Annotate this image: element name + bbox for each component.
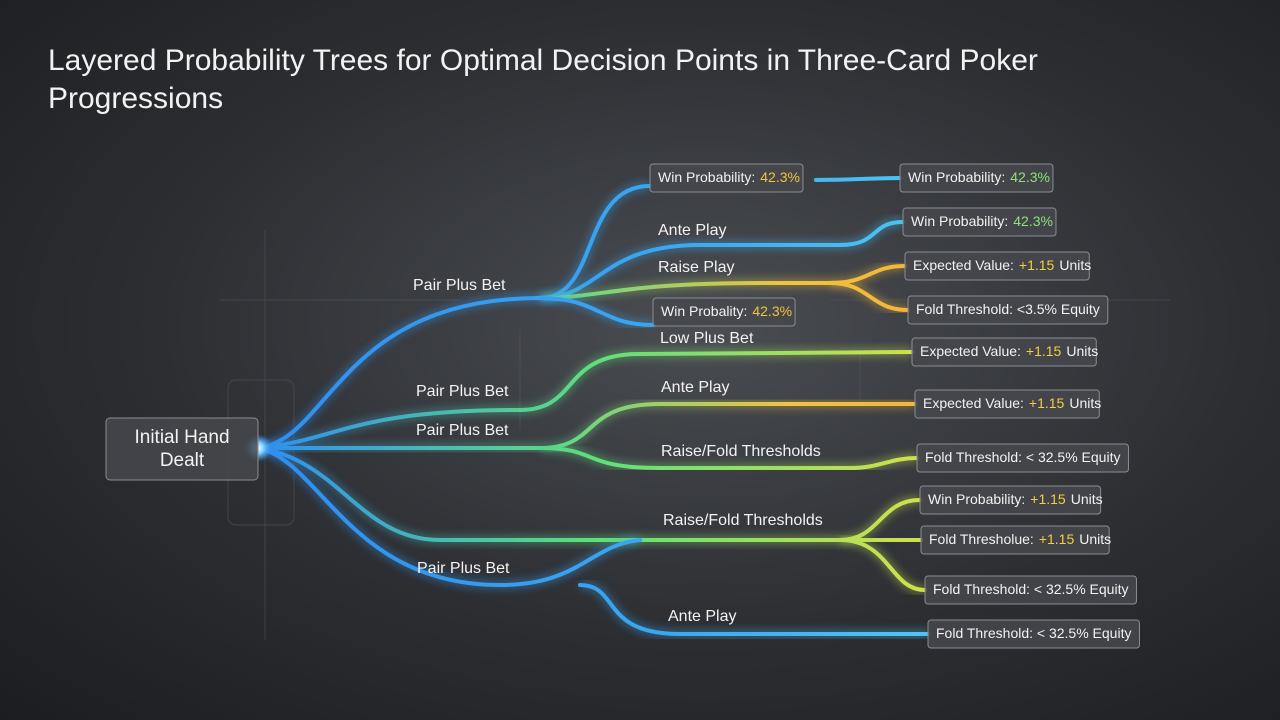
box-label: Win Probability:: [658, 169, 755, 185]
branch-label: Pair Plus Bet: [417, 560, 510, 577]
box-text: Fold Threshold: < 32.5% Equity: [936, 625, 1131, 641]
box-text: Fold Thresholue: +1.15 Units: [929, 531, 1111, 547]
box-label: Win Probability:: [908, 169, 1005, 185]
root-label: Dealt: [160, 450, 205, 471]
branch-label: Low Plus Bet: [660, 330, 754, 347]
box-text: Fold Threshold: <3.5% Equity: [916, 301, 1100, 317]
connector: [814, 176, 902, 182]
box-label: Expected Value:: [923, 395, 1024, 411]
box: [924, 575, 1137, 605]
box-text: Expected Value: +1.15 Units: [920, 343, 1098, 359]
box-value: 42.3%: [752, 303, 792, 319]
box-value: +1.15: [1030, 491, 1066, 507]
box-label: Fold Thresholue:: [929, 531, 1034, 547]
box-label: Expected Value:: [920, 343, 1021, 359]
box-text: Expected Value: +1.15 Units: [913, 257, 1091, 273]
box: [899, 163, 1054, 193]
branch-label: Pair Plus Bet: [413, 277, 506, 294]
box-label: Fold Threshold: <3.5% Equity: [916, 301, 1100, 317]
box-value: 42.3%: [1013, 213, 1053, 229]
connector: [538, 446, 919, 470]
box: [652, 297, 796, 327]
title-line: Progressions: [48, 82, 223, 115]
box-text: Win Probability: +1.15 Units: [928, 491, 1103, 507]
connector: [256, 350, 914, 450]
box-text: Win Probability: 42.3%: [658, 169, 800, 185]
branch-label: Pair Plus Bet: [416, 422, 509, 439]
connector: [256, 446, 922, 542]
box-value: +1.15: [1039, 531, 1075, 547]
box-text: Win Probability: 42.3%: [911, 213, 1053, 229]
box: [919, 485, 1102, 515]
box-text: Win Probability: 42.3%: [908, 169, 1050, 185]
box-suffix: Units: [1069, 395, 1101, 411]
root-node: [105, 417, 259, 481]
box-text: Win Probality: 42.3%: [661, 303, 792, 319]
connector: [538, 264, 907, 300]
connector-glow: [579, 580, 928, 639]
box-label: Win Probality:: [661, 303, 747, 319]
box-value: 42.3%: [760, 169, 800, 185]
box: [920, 525, 1110, 555]
box: [649, 163, 804, 193]
branch-label: Pair Plus Bet: [416, 383, 509, 400]
connector: [256, 296, 542, 450]
branch-label: Raise Play: [658, 259, 734, 276]
box: [907, 295, 1109, 325]
box-suffix: Units: [1059, 257, 1091, 273]
title-line: Layered Probability Trees for Optimal De…: [48, 44, 1038, 77]
box-label: Fold Threshold: < 32.5% Equity: [933, 581, 1128, 597]
box: [911, 337, 1097, 367]
box: [914, 389, 1100, 419]
branch-label: Raise/Fold Thresholds: [663, 512, 823, 529]
box: [904, 251, 1090, 281]
box-value: +1.15: [1019, 257, 1055, 273]
box-label: Win Probability:: [928, 491, 1025, 507]
box-value: +1.15: [1026, 343, 1062, 359]
connectors: [256, 173, 930, 639]
connector: [828, 281, 910, 312]
title: Layered Probability Trees for Optimal De…: [48, 44, 1038, 115]
box-value: 42.3%: [1010, 169, 1050, 185]
box-text: Expected Value: +1.15 Units: [923, 395, 1101, 411]
connector: [538, 296, 655, 327]
connector-glow: [839, 535, 926, 595]
box-suffix: Units: [1079, 531, 1111, 547]
root-label: Initial Hand: [134, 427, 229, 448]
branch-label: Ante Play: [668, 608, 736, 625]
box: [902, 207, 1057, 237]
box-text: Fold Threshold: < 32.5% Equity: [925, 449, 1120, 465]
box-value: +1.15: [1029, 395, 1065, 411]
connector: [256, 446, 642, 588]
box-suffix: Units: [1066, 343, 1098, 359]
box-label: Fold Threshold: < 32.5% Equity: [936, 625, 1131, 641]
box-text: Fold Threshold: < 32.5% Equity: [933, 581, 1128, 597]
box-label: Expected Value:: [913, 257, 1014, 273]
box-label: Fold Threshold: < 32.5% Equity: [925, 449, 1120, 465]
branch-label: Ante Play: [658, 222, 726, 239]
box: [916, 443, 1129, 473]
branch-label: Raise/Fold Thresholds: [661, 443, 821, 460]
connector: [578, 583, 930, 636]
connector: [838, 538, 927, 592]
box-suffix: Units: [1071, 491, 1103, 507]
connector: [538, 220, 905, 300]
box: [927, 619, 1140, 649]
branch-label: Ante Play: [661, 379, 729, 396]
box-label: Win Probability:: [911, 213, 1008, 229]
